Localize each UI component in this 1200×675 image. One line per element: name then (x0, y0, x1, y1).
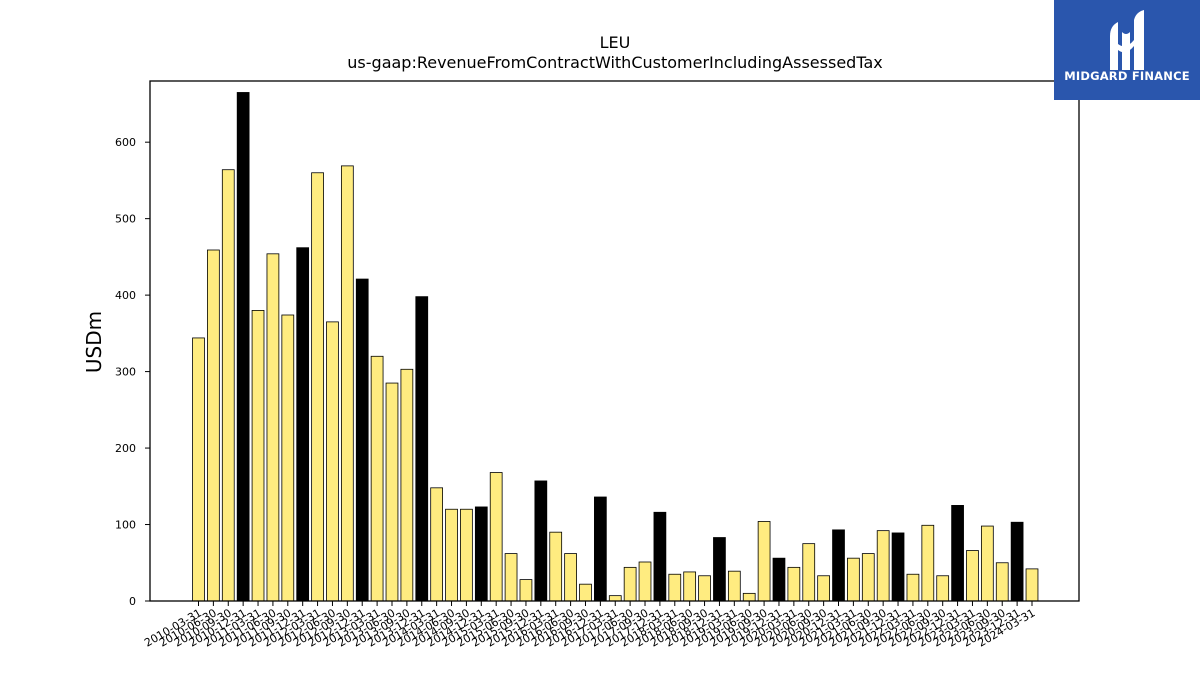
y-tick-label: 600 (115, 136, 136, 149)
bar-2013-06-30 (385, 382, 399, 602)
bar-2018-09-30 (698, 575, 711, 602)
bar-2014-03-31 (430, 487, 444, 602)
bar-2012-03-31 (311, 172, 324, 602)
bar-2011-06-30 (266, 253, 280, 602)
bar-2017-12-31 (653, 511, 667, 602)
bar-2022-09-30 (936, 575, 950, 602)
bar-2011-12-31 (296, 247, 310, 602)
brand-logo: MIDGARD FINANCE (1054, 0, 1200, 100)
bar-2020-09-30 (817, 575, 830, 602)
bar-2013-03-31 (370, 355, 384, 602)
bar-2020-03-31 (787, 566, 801, 602)
bar-2010-12-31 (236, 92, 250, 602)
bar-2015-09-30 (519, 579, 533, 602)
bar-2010-03-31 (192, 337, 205, 602)
y-axis: 0 100 200 300 400 500 600 (115, 136, 150, 608)
y-axis-label: USDm (82, 311, 106, 373)
bar-2017-09-30 (638, 561, 652, 602)
plot-frame (149, 80, 1080, 602)
y-tick-label: 500 (115, 213, 136, 226)
bar-2011-03-31 (251, 310, 265, 602)
bar-2012-06-30 (326, 321, 339, 602)
bar-2017-03-31 (608, 595, 622, 602)
bar-2013-09-30 (400, 368, 414, 602)
bar-2020-06-30 (802, 543, 816, 602)
bar-2019-03-31 (727, 570, 741, 602)
bar-2021-06-30 (861, 553, 875, 602)
bar-2015-03-31 (489, 472, 503, 602)
bar-2022-06-30 (921, 524, 935, 602)
bar-2016-06-30 (564, 553, 577, 602)
bar-2022-03-31 (906, 573, 920, 602)
bar-2023-03-31 (966, 550, 979, 602)
y-tick-label: 200 (115, 442, 136, 455)
bar-2012-09-30 (340, 165, 354, 602)
y-tick-label: 300 (115, 366, 136, 379)
bar-2020-12-31 (832, 529, 845, 602)
x-axis: 2010-03-312010-06-302010-09-302010-12-31… (142, 601, 1038, 650)
bar-2014-06-30 (445, 508, 458, 602)
chart-subtitle: us-gaap:RevenueFromContractWithCustomerI… (347, 53, 882, 72)
bars-group (192, 92, 1039, 602)
bar-2021-12-31 (891, 532, 905, 602)
bar-2016-09-30 (579, 583, 592, 602)
bar-2012-12-31 (355, 278, 369, 602)
bar-2018-06-30 (683, 571, 697, 602)
midgard-logo-icon (1110, 10, 1144, 70)
bar-2024-03-31 (1025, 568, 1039, 602)
bar-2016-12-31 (594, 496, 607, 602)
bar-2023-06-30 (980, 525, 994, 602)
bar-2019-12-31 (772, 557, 786, 602)
bar-2011-09-30 (281, 314, 295, 602)
bar-2013-12-31 (415, 296, 429, 602)
bar-2014-09-30 (460, 508, 473, 602)
bar-2014-12-31 (474, 506, 488, 602)
bar-2019-09-30 (757, 521, 771, 602)
bar-2015-06-30 (504, 553, 518, 602)
bar-2018-03-31 (668, 573, 682, 602)
bar-2018-12-31 (713, 537, 726, 602)
y-tick-label: 400 (115, 289, 136, 302)
brand-name: MIDGARD FINANCE (1064, 69, 1190, 83)
bar-2015-12-31 (534, 480, 548, 602)
chart-title: LEU (600, 33, 631, 52)
bar-2021-03-31 (847, 557, 860, 602)
bar-2023-12-31 (1010, 521, 1024, 602)
bar-2021-09-30 (876, 530, 890, 602)
bar-2019-06-30 (742, 592, 756, 602)
bar-2017-06-30 (623, 566, 637, 602)
bar-2010-09-30 (221, 169, 235, 602)
bar-2010-06-30 (207, 249, 220, 602)
bar-2023-09-30 (995, 562, 1009, 602)
bar-2016-03-31 (549, 531, 563, 602)
y-tick-label: 0 (129, 595, 136, 608)
bar-2022-12-31 (951, 505, 964, 602)
y-tick-label: 100 (115, 519, 136, 532)
